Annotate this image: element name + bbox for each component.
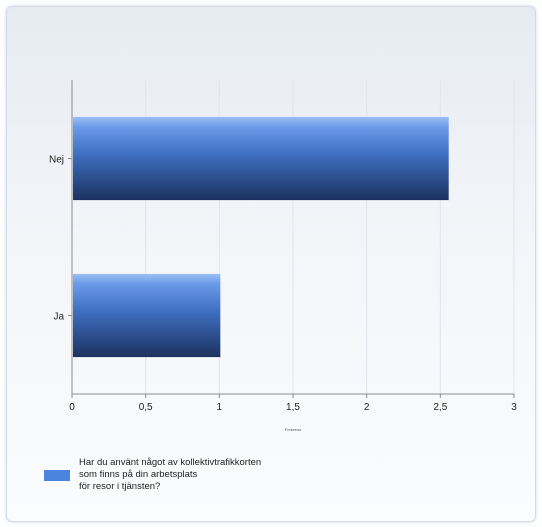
axis-labels: 0 0,5 1 1,5 2 2,5 3 Nej Ja bbox=[49, 155, 517, 414]
x-axis-title: Frekvens bbox=[285, 427, 301, 432]
y-category-label: Nej bbox=[49, 155, 64, 166]
x-tick-label: 0 bbox=[69, 402, 75, 413]
x-tick-label: 0,5 bbox=[139, 402, 153, 413]
chart-panel bbox=[6, 6, 536, 522]
x-tick-label: 1 bbox=[217, 402, 223, 413]
bar-nej bbox=[73, 116, 449, 201]
x-tick-label: 2,5 bbox=[433, 402, 447, 413]
legend-label: Har du använt något av kollektivtrafikko… bbox=[79, 457, 262, 492]
legend-swatch bbox=[44, 469, 70, 481]
bar-ja bbox=[73, 273, 221, 358]
y-category-label: Ja bbox=[53, 312, 64, 323]
bars bbox=[73, 116, 449, 358]
x-tick-label: 2 bbox=[364, 402, 370, 413]
legend: Har du använt något av kollektivtrafikko… bbox=[44, 457, 359, 493]
x-tick-label: 1,5 bbox=[286, 402, 300, 413]
x-tick-label: 3 bbox=[511, 402, 517, 413]
